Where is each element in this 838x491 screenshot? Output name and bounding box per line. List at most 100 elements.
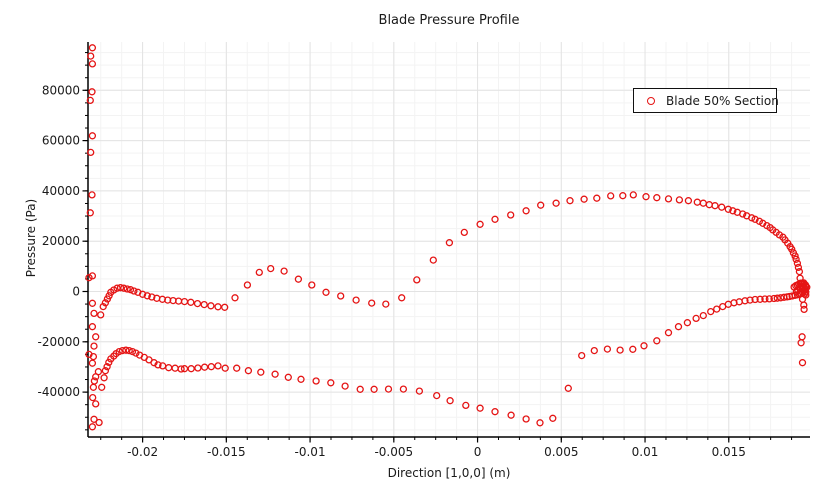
data-point bbox=[87, 148, 95, 157]
data-point bbox=[187, 365, 195, 373]
data-point bbox=[564, 384, 572, 392]
data-point bbox=[312, 377, 320, 385]
data-point bbox=[619, 192, 627, 200]
data-point bbox=[180, 365, 189, 373]
data-point bbox=[705, 201, 713, 209]
data-point bbox=[684, 197, 693, 205]
x-tick-label: 0 bbox=[474, 445, 482, 459]
data-point bbox=[788, 245, 796, 253]
data-point bbox=[446, 397, 454, 405]
data-point bbox=[103, 363, 111, 371]
data-point bbox=[200, 300, 208, 309]
data-point bbox=[699, 311, 707, 320]
data-point bbox=[341, 382, 349, 390]
data-point bbox=[100, 374, 108, 382]
data-point bbox=[122, 346, 130, 354]
data-point bbox=[791, 252, 799, 260]
data-point bbox=[130, 287, 138, 295]
data-point bbox=[271, 370, 279, 378]
data-point bbox=[125, 346, 133, 355]
data-point bbox=[399, 385, 408, 393]
data-point bbox=[653, 194, 661, 202]
y-tick-label: 0 bbox=[72, 285, 80, 299]
data-point bbox=[491, 408, 499, 416]
data-point bbox=[797, 289, 805, 298]
data-point bbox=[683, 319, 692, 327]
data-point bbox=[356, 385, 364, 393]
data-point bbox=[308, 281, 316, 289]
data-point bbox=[132, 349, 140, 357]
data-point bbox=[415, 387, 424, 395]
y-tick-label: 40000 bbox=[42, 184, 80, 198]
data-point bbox=[86, 209, 94, 217]
y-tick-label: 20000 bbox=[42, 234, 80, 248]
data-point bbox=[593, 194, 601, 202]
data-point bbox=[751, 215, 759, 223]
data-point bbox=[90, 309, 98, 318]
y-tick-label: 60000 bbox=[42, 134, 80, 148]
data-point bbox=[200, 363, 209, 371]
data-point bbox=[398, 294, 406, 302]
data-point bbox=[126, 286, 135, 294]
data-point bbox=[207, 302, 215, 310]
data-point bbox=[642, 193, 650, 201]
data-point bbox=[214, 303, 222, 311]
data-point bbox=[123, 285, 131, 293]
data-point bbox=[590, 346, 598, 355]
data-point bbox=[653, 337, 661, 345]
data-point bbox=[580, 195, 588, 203]
data-point bbox=[800, 305, 808, 314]
data-point bbox=[711, 202, 719, 210]
y-tick-label: 80000 bbox=[42, 83, 80, 97]
data-point bbox=[88, 359, 97, 367]
data-point bbox=[154, 361, 162, 369]
data-point bbox=[297, 375, 305, 383]
data-point bbox=[90, 342, 98, 350]
data-point bbox=[120, 284, 128, 292]
data-point bbox=[382, 300, 390, 308]
data-point bbox=[171, 364, 179, 372]
data-point bbox=[92, 373, 100, 381]
data-point bbox=[101, 299, 110, 307]
data-point bbox=[578, 351, 586, 360]
data-point bbox=[729, 207, 737, 215]
y-tick-label: -40000 bbox=[37, 385, 80, 399]
data-point bbox=[368, 299, 376, 307]
data-point bbox=[798, 333, 806, 341]
data-point bbox=[255, 268, 263, 277]
data-point bbox=[221, 303, 229, 311]
data-point bbox=[795, 267, 804, 276]
data-point bbox=[384, 385, 393, 393]
chart-title: Blade Pressure Profile bbox=[378, 13, 520, 28]
x-axis-label: Direction [1,0,0] (m) bbox=[387, 466, 511, 480]
data-point bbox=[756, 295, 764, 303]
data-point bbox=[507, 211, 515, 219]
data-point bbox=[92, 400, 100, 408]
data-point bbox=[88, 44, 97, 52]
data-point bbox=[187, 298, 195, 306]
data-point bbox=[101, 367, 110, 375]
data-point bbox=[413, 276, 421, 284]
tick-marks bbox=[82, 52, 793, 443]
legend-open-circle-icon bbox=[647, 96, 655, 105]
data-point bbox=[507, 411, 515, 419]
series-points bbox=[85, 44, 811, 431]
data-point bbox=[99, 302, 107, 311]
data-point bbox=[95, 418, 103, 427]
data-point bbox=[257, 368, 265, 376]
data-point bbox=[115, 347, 123, 356]
data-point bbox=[89, 352, 98, 361]
legend: Blade 50% Section bbox=[633, 88, 779, 113]
data-point bbox=[128, 347, 137, 356]
data-point bbox=[284, 373, 292, 381]
data-point bbox=[88, 299, 97, 307]
x-tick-label: 0.005 bbox=[544, 445, 578, 459]
data-point bbox=[537, 201, 545, 209]
data-point bbox=[713, 305, 721, 313]
data-point bbox=[88, 60, 97, 68]
data-point bbox=[476, 220, 484, 228]
data-point bbox=[522, 207, 530, 215]
data-point bbox=[462, 401, 470, 410]
data-point bbox=[724, 205, 732, 213]
